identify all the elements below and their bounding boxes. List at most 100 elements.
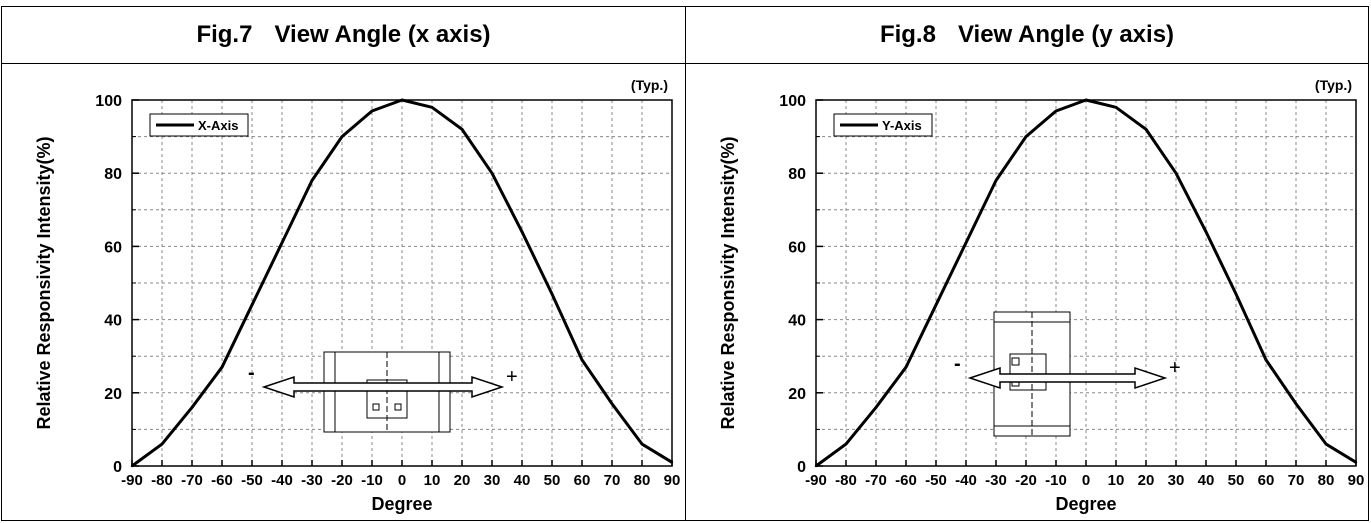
minus-sign: - [248,362,255,384]
data-point [460,128,464,131]
data-point [814,464,818,468]
data-point [220,365,224,369]
x-tick-label: 30 [484,472,501,489]
legend-label: X-Axis [198,118,238,133]
x-tick-label: -60 [211,472,233,489]
x-tick-label: 80 [634,472,651,489]
data-point [550,292,554,296]
data-point [1144,128,1148,131]
data-point [520,230,524,233]
x-tick-label: 40 [1198,472,1215,489]
fig8-header: Fig.8 View Angle (y axis) [686,7,1368,64]
x-tick-label: 70 [1288,472,1305,489]
minus-sign: - [954,353,961,375]
legend-box [833,113,933,137]
x-tick-label: 0 [1082,472,1090,489]
data-point [640,442,644,446]
x-tick-label: -20 [331,472,353,489]
x-tick-label: 0 [398,472,406,489]
x-tick-label: 50 [1228,472,1245,489]
y-tick-label: 60 [104,239,122,256]
fig7-panel: Fig.7 View Angle (x axis) 0 20 40 60 80 100 -9… [2,7,686,520]
data-point [1354,461,1358,464]
y-tick-label: 80 [788,166,806,183]
fig7-header: Fig.7 View Angle (x axis) [2,7,685,64]
x-axis-label: Degree [1055,494,1116,514]
data-point [400,98,404,102]
data-point [130,464,134,468]
x-tick-label: 20 [1138,472,1155,489]
data-point [190,406,194,409]
x-tick-label: -60 [895,472,917,489]
y-axis-label: Relative Responsivity Intensity(%) [718,136,738,429]
package-pad [1011,357,1020,366]
x-tick-label: -40 [271,472,293,489]
fig8-chart: 0 20 40 60 80 100 -90 -80 -70 -60 -50 -40 -30 - 20 -10 0… [718,77,1364,514]
data-point [250,303,254,307]
y-axis-label: Relative Responsivity Intensity(%) [34,136,54,429]
data-point [1264,358,1268,362]
y-tick-label: 20 [788,386,806,403]
data-point [610,402,614,405]
data-point [1204,230,1208,233]
grid [816,100,1356,466]
data-point [490,172,494,175]
data-point [874,406,878,409]
x-axis-label: Degree [371,494,432,514]
y-tick-label: 80 [104,166,122,183]
y-tick-label: 40 [788,313,806,330]
data-point [670,461,674,464]
legend: X-Axis [149,113,249,137]
y-tick-label: 20 [104,386,122,403]
data-point [430,106,434,109]
y-tick-label: 0 [797,459,806,476]
x-tick-label: -50 [241,472,263,489]
legend-label: Y-Axis [882,118,922,133]
legend: Y-Axis [833,113,933,137]
x-tick-label: 70 [604,472,621,489]
x-tick-label: 50 [544,472,561,489]
data-point [994,179,998,182]
x-tick-label: -10 [1045,472,1067,489]
figure-frame: Fig.7 View Angle (x axis) 0 20 40 60 80 100 -9… [1,6,1369,521]
data-point [1294,402,1298,405]
double-arrow [261,375,505,399]
typ-label: (Typ.) [1315,77,1352,93]
x-tick-label: 30 [1168,472,1185,489]
y-tick-label: 40 [104,313,122,330]
x-tick-label: 10 [424,472,441,489]
x-tick-label: 10 [1108,472,1125,489]
data-point [904,365,908,369]
data-point [280,241,284,244]
data-point [964,241,968,244]
x-tick-label: -70 [181,472,203,489]
fig7-title: View Angle (x axis) [274,21,491,48]
fig7-label: Fig.7 [196,21,253,48]
data-point [934,303,938,307]
x-tick-label: -40 [955,472,977,489]
y-tick-label: 100 [95,93,122,110]
x-tick-label: 20 [454,472,471,489]
data-point [310,179,314,182]
x-tick-label: -80 [151,472,173,489]
x-tick-label: -80 [835,472,857,489]
x-tick-label: -50 [925,472,947,489]
data-point [1024,135,1028,138]
x-tick-label: 80 [1318,472,1335,489]
x-tick-label: 40 [514,472,531,489]
x-tick-label: -90 [805,472,827,489]
y-tick-label: 60 [788,239,806,256]
package-pad [394,403,402,411]
x-tick-label: -70 [865,472,887,489]
x-tick-label: -30 [985,472,1007,489]
y-tick-label: 100 [779,93,806,110]
fig8-label: Fig.8 [879,21,936,48]
data-point [1174,172,1178,175]
data-point [340,135,344,138]
data-point [160,442,164,446]
plus-sign: + [1169,357,1181,379]
y-tick-label: 0 [113,459,122,476]
data-point [1054,109,1058,113]
legend-box [149,113,249,137]
